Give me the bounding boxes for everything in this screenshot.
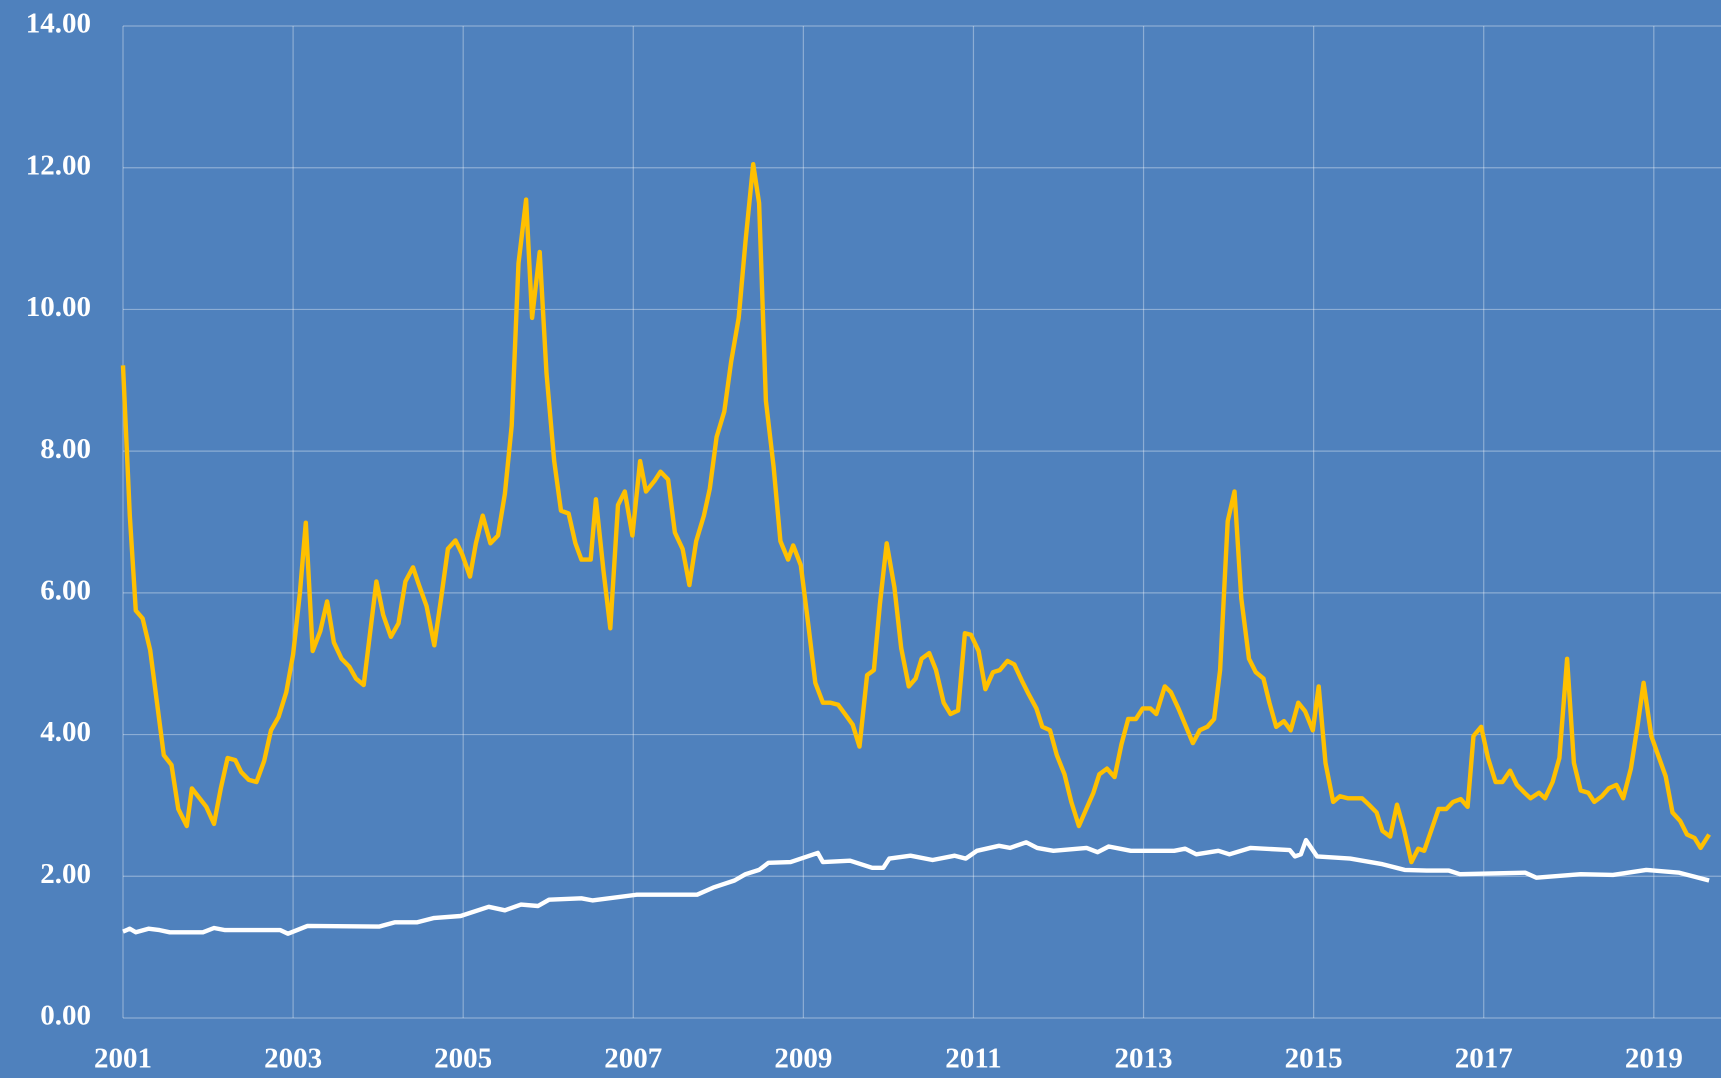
x-tick-label: 2019 (1625, 1043, 1683, 1075)
x-tick-label: 2015 (1285, 1043, 1343, 1075)
x-tick-label: 2003 (264, 1043, 322, 1075)
x-tick-label: 2005 (434, 1043, 492, 1075)
x-tick-label: 2011 (945, 1043, 1001, 1075)
y-tick-label: 6.00 (40, 575, 91, 607)
y-tick-label: 10.00 (26, 291, 91, 323)
y-tick-label: 14.00 (26, 8, 91, 40)
y-tick-label: 0.00 (40, 1000, 91, 1032)
x-tick-label: 2013 (1115, 1043, 1173, 1075)
x-tick-label: 2017 (1455, 1043, 1513, 1075)
data-line (120, 162, 1711, 865)
y-tick-label: 2.00 (40, 858, 91, 890)
y-tick-label: 12.00 (26, 149, 91, 181)
y-tick-label: 4.00 (40, 716, 91, 748)
y-tick-label: 8.00 (40, 433, 91, 465)
x-tick-label: 2007 (604, 1043, 662, 1075)
x-tick-label: 2009 (774, 1043, 832, 1075)
x-tick-label: 2001 (94, 1043, 152, 1075)
data-line (122, 837, 1710, 936)
